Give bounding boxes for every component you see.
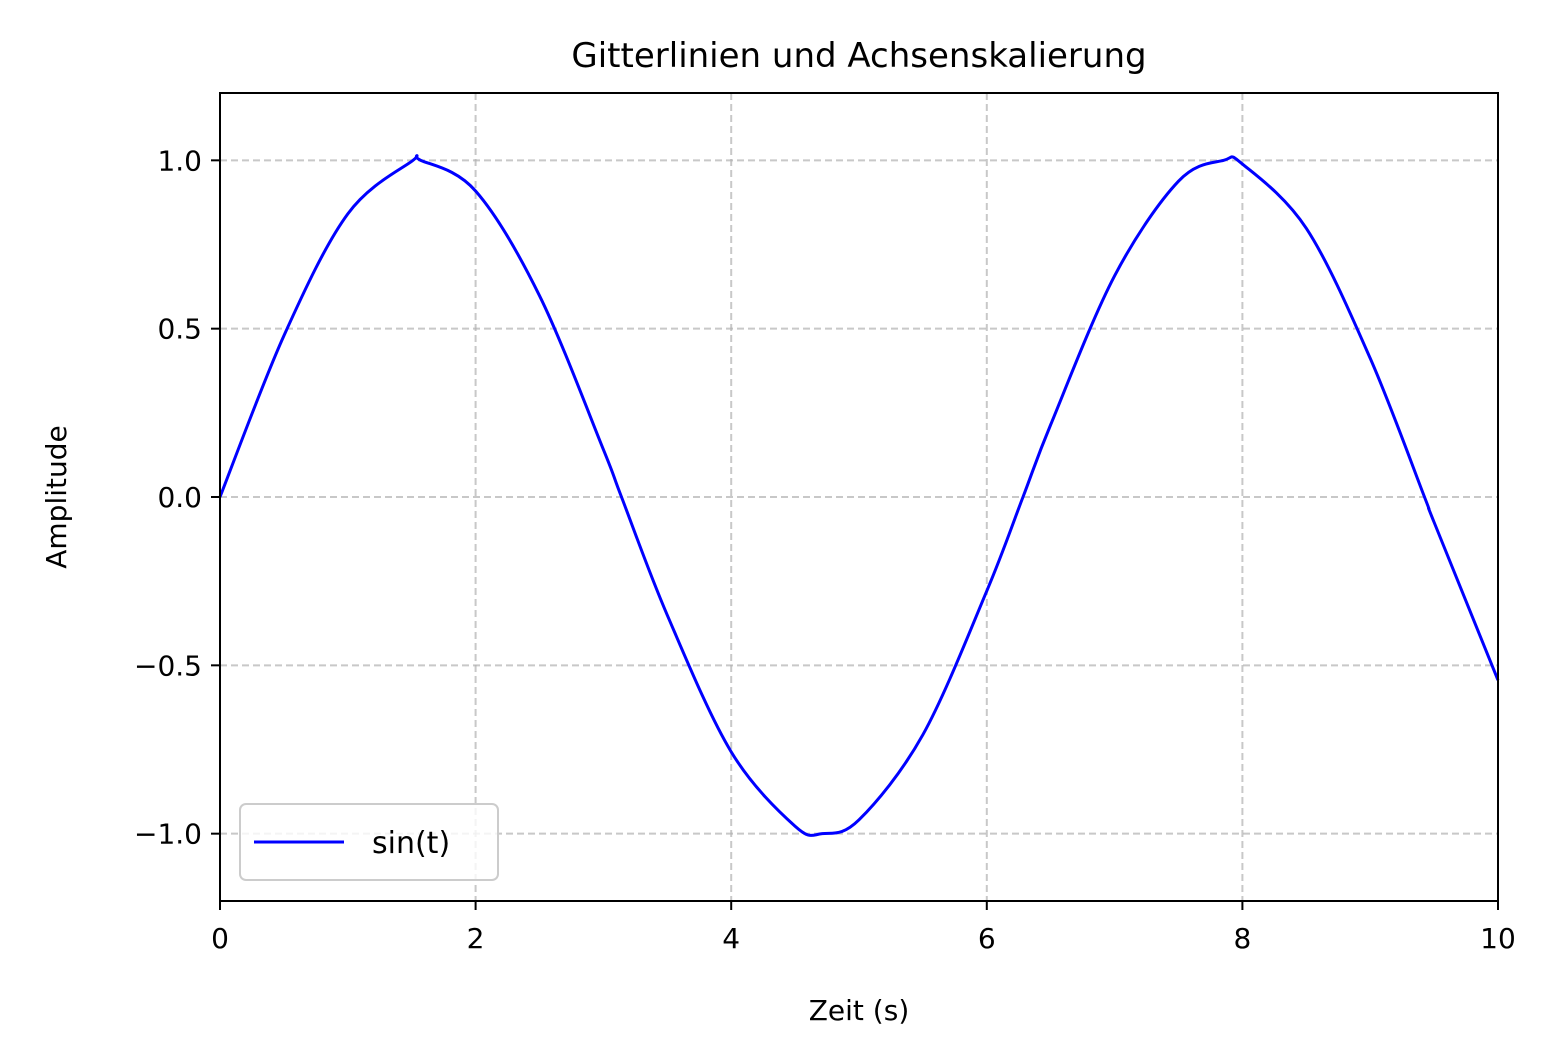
y-tick-label: 0.5 [157,313,202,346]
y-axis-label: Amplitude [40,425,73,569]
x-axis-label: Zeit (s) [809,994,910,1027]
chart-title: Gitterlinien und Achsenskalierung [571,36,1146,76]
x-tick-label: 0 [211,922,229,955]
x-tick-label: 10 [1480,922,1516,955]
axis-ticks: 0 2 4 6 8 10 −1.0 −0.5 0.0 0.5 1.0 [134,144,1516,955]
x-tick-label: 8 [1233,922,1251,955]
series-layer [218,154,1500,837]
x-tick-label: 6 [978,922,996,955]
legend: sin(t) [239,803,499,881]
x-tick-label: 4 [722,922,740,955]
y-tick-label: −0.5 [134,649,202,682]
series-line-sin [218,154,1500,837]
y-tick-label: −1.0 [134,818,202,851]
legend-label-sin: sin(t) [372,826,450,861]
legend-box [239,803,499,881]
y-tick-label: 1.0 [157,144,202,177]
x-tick-label: 2 [467,922,485,955]
y-tick-label: 0.0 [157,481,202,514]
